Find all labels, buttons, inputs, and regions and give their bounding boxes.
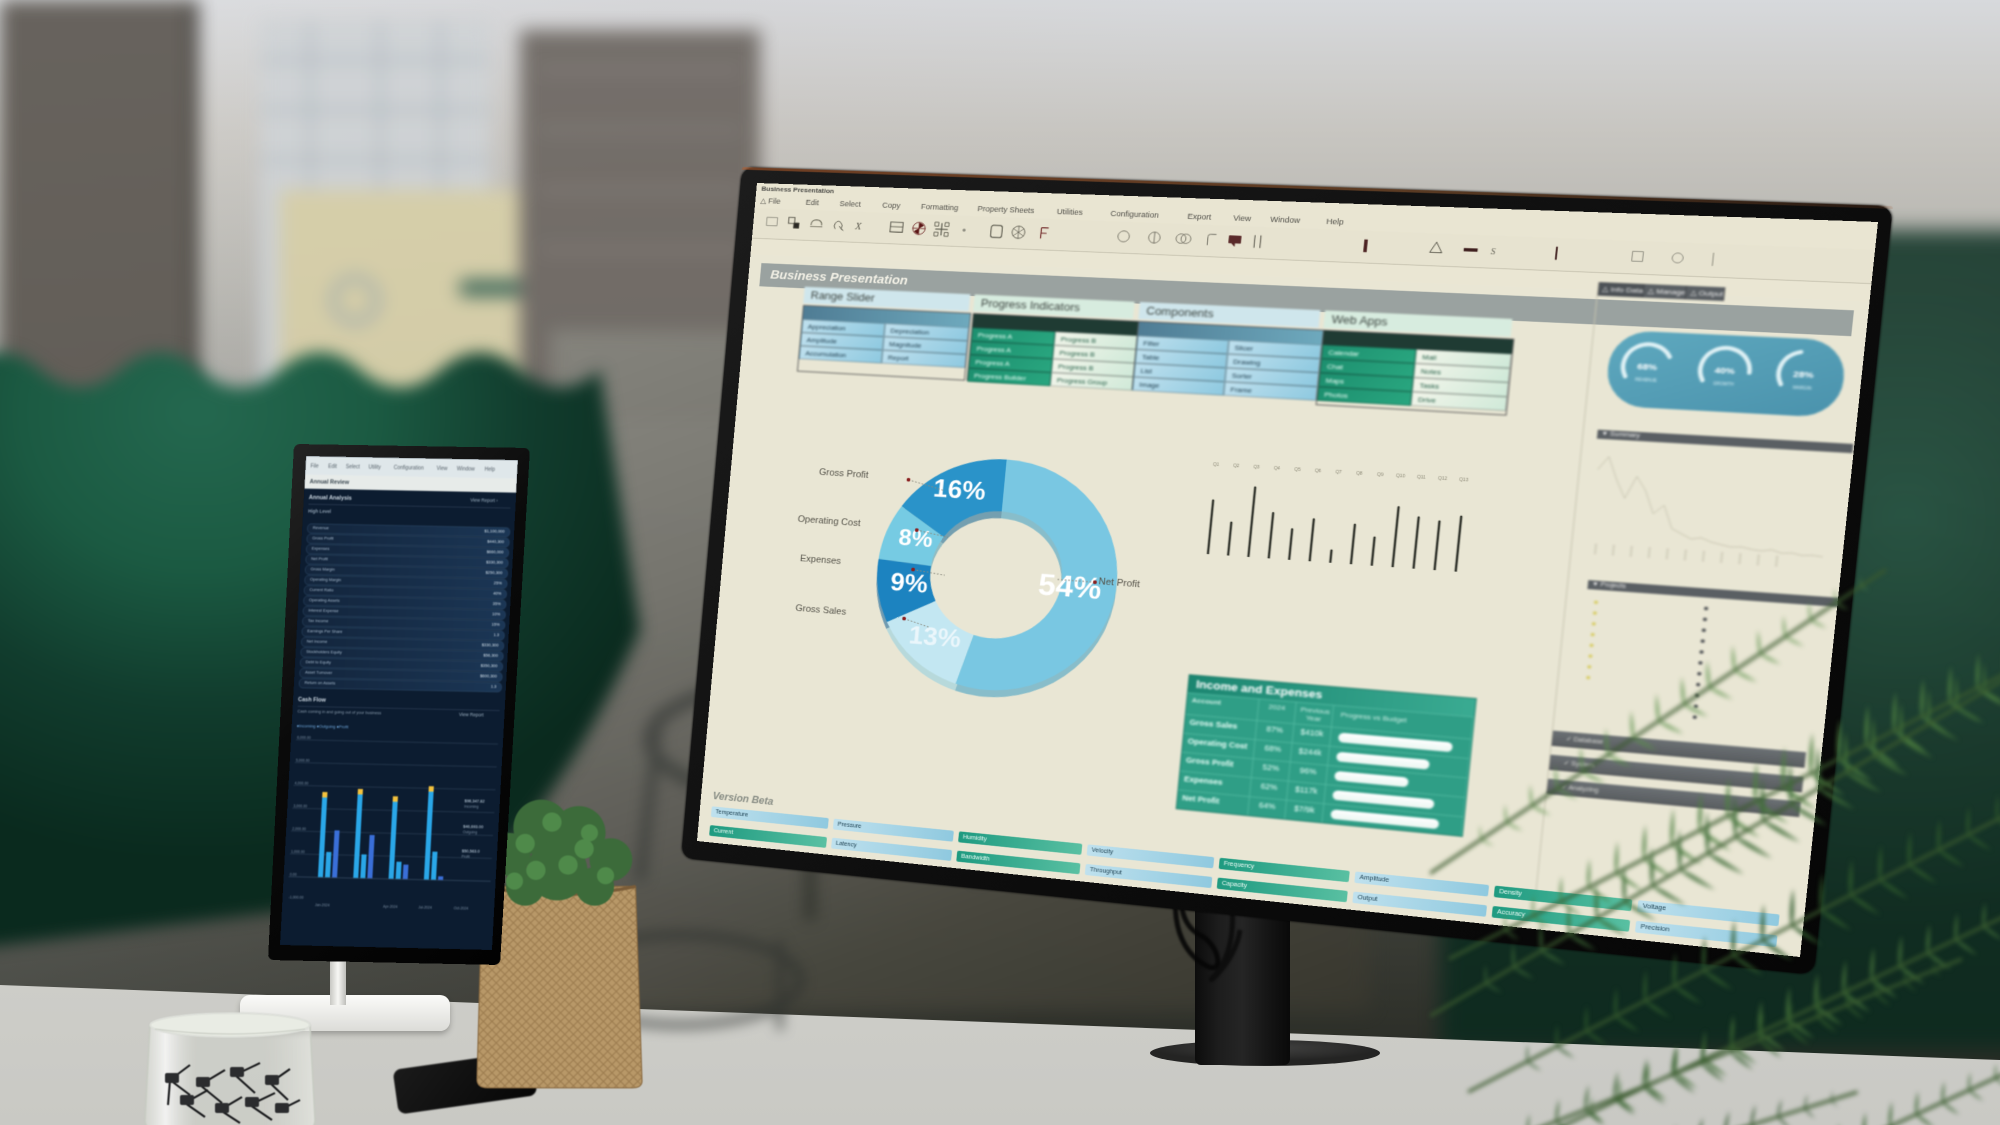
svg-text:Profit: Profit — [461, 855, 469, 859]
svg-text:Q4: Q4 — [1274, 465, 1282, 471]
svg-text:GROWTH: GROWTH — [1713, 381, 1735, 387]
svg-text:MARGIN: MARGIN — [1793, 385, 1812, 391]
svg-text:5,000.00: 5,000.00 — [296, 758, 310, 762]
svg-text:REVENUE: REVENUE — [1635, 377, 1658, 383]
svg-text:Q3: Q3 — [1253, 464, 1261, 470]
svg-text:4,000.00: 4,000.00 — [295, 781, 309, 785]
svg-text:6,000.00: 6,000.00 — [297, 736, 311, 740]
svg-text:-1,000.00: -1,000.00 — [288, 895, 303, 899]
svg-text:68%: 68% — [1637, 361, 1658, 372]
svg-text:28%: 28% — [1793, 369, 1814, 380]
svg-text:0.00: 0.00 — [290, 872, 297, 876]
svg-text:Q8: Q8 — [1356, 470, 1364, 476]
svg-text:3,000.00: 3,000.00 — [293, 804, 307, 808]
svg-text:2,000.00: 2,000.00 — [292, 827, 306, 831]
svg-text:Q7: Q7 — [1335, 469, 1343, 475]
svg-text:Q12: Q12 — [1438, 475, 1449, 481]
svg-text:Oct-2024: Oct-2024 — [454, 906, 469, 910]
svg-text:Jul-2024: Jul-2024 — [418, 905, 432, 909]
svg-text:Q11: Q11 — [1417, 474, 1427, 480]
svg-text:16%: 16% — [932, 474, 987, 506]
svg-text:Q9: Q9 — [1377, 471, 1385, 477]
svg-text:Incoming: Incoming — [464, 805, 479, 809]
svg-text:$98,347.82: $98,347.82 — [464, 798, 485, 804]
svg-text:Jan-2024: Jan-2024 — [315, 903, 330, 907]
svg-text:Q13: Q13 — [1459, 476, 1470, 482]
svg-text:Q10: Q10 — [1396, 473, 1406, 479]
svg-text:Q1: Q1 — [1213, 461, 1221, 467]
svg-text:$50,563.0: $50,563.0 — [462, 848, 481, 854]
svg-text:Apr-2024: Apr-2024 — [383, 905, 398, 909]
svg-text:40%: 40% — [1714, 365, 1735, 376]
svg-text:Q2: Q2 — [1233, 463, 1241, 469]
svg-text:Q6: Q6 — [1315, 468, 1323, 474]
svg-text:Q5: Q5 — [1294, 466, 1302, 472]
svg-text:S: S — [1490, 247, 1496, 257]
svg-text:$46,693.00: $46,693.00 — [463, 824, 484, 830]
svg-text:X: X — [854, 222, 863, 233]
svg-text:Outgoing: Outgoing — [463, 830, 478, 834]
svg-text:54%: 54% — [1037, 568, 1103, 607]
svg-text:1,000.00: 1,000.00 — [291, 850, 305, 854]
svg-text:8%: 8% — [897, 524, 933, 553]
svg-text:9%: 9% — [889, 568, 929, 599]
svg-text:13%: 13% — [908, 621, 963, 653]
